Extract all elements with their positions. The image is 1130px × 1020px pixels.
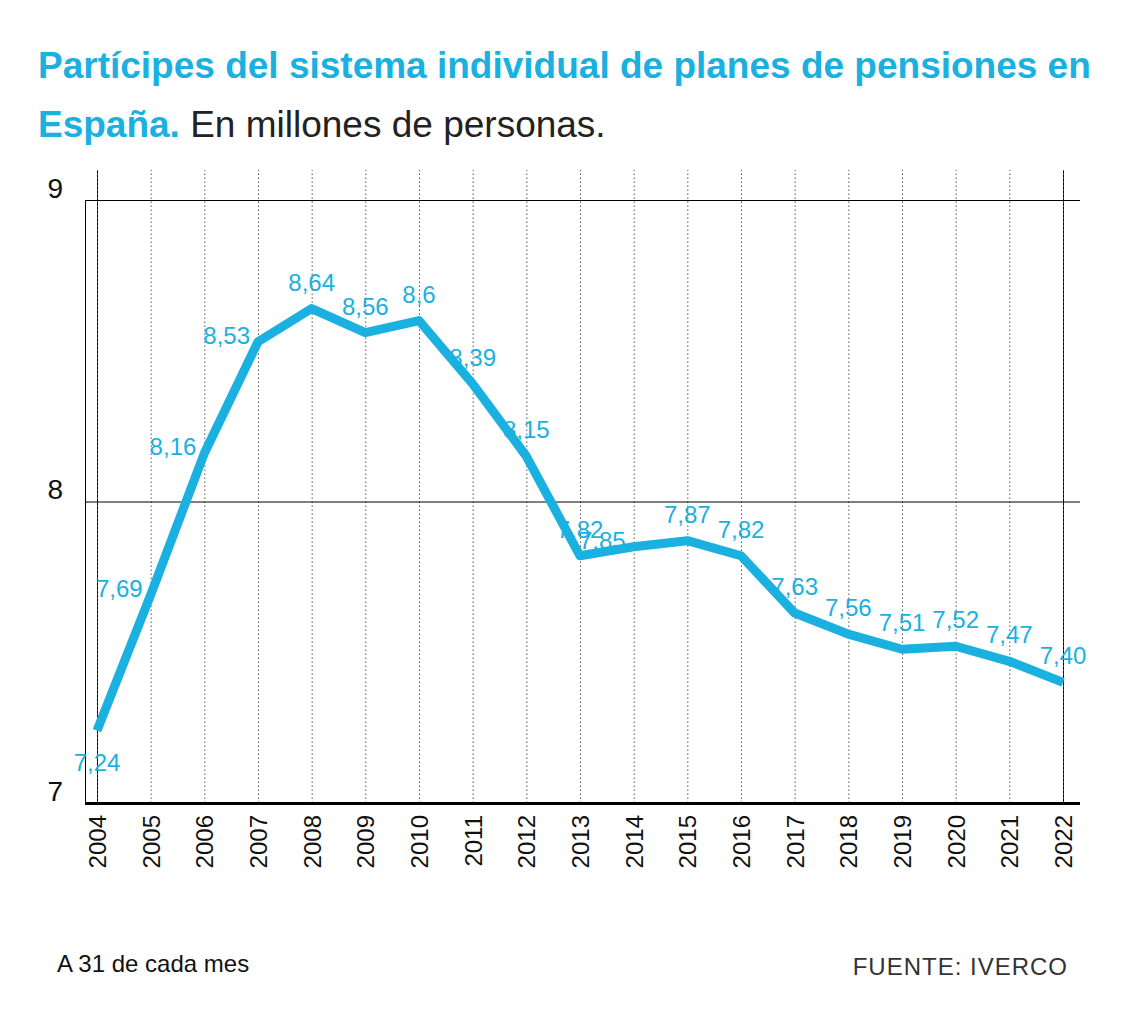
x-grid-line bbox=[473, 170, 474, 803]
x-grid-line bbox=[1063, 170, 1064, 803]
data-label: 7,24 bbox=[74, 749, 121, 776]
y-axis: 7 8 9 bbox=[47, 173, 1080, 807]
x-tick: 2018 bbox=[835, 170, 862, 868]
y-tick: 9 bbox=[47, 173, 1080, 204]
data-label: 8,6 bbox=[402, 281, 435, 308]
note: A 31 de cada mes bbox=[57, 950, 249, 977]
x-tick-label: 2018 bbox=[835, 815, 862, 868]
data-line bbox=[97, 309, 1063, 731]
x-grid-line bbox=[956, 170, 957, 803]
x-tick-label: 2016 bbox=[728, 815, 755, 868]
x-grid-line bbox=[795, 170, 796, 803]
data-label: 7,87 bbox=[664, 501, 711, 528]
x-tick-label: 2011 bbox=[460, 815, 487, 867]
x-tick-label: 2022 bbox=[1050, 815, 1077, 868]
x-tick: 2021 bbox=[996, 170, 1023, 868]
x-grid-line bbox=[1009, 170, 1010, 803]
x-tick-label: 2019 bbox=[889, 815, 916, 868]
x-grid-line bbox=[151, 170, 152, 803]
source: FUENTE: IVERCO bbox=[853, 953, 1068, 980]
data-label: 7,51 bbox=[879, 609, 926, 636]
data-label: 7,56 bbox=[825, 594, 872, 621]
y-grid-line bbox=[85, 502, 1080, 503]
x-tick: 2006 bbox=[191, 170, 218, 868]
data-label: 8,56 bbox=[342, 293, 389, 320]
x-grid-line bbox=[97, 170, 98, 803]
x-tick: 2010 bbox=[406, 170, 433, 868]
x-tick: 2007 bbox=[245, 170, 272, 868]
data-label: 7,63 bbox=[771, 573, 818, 600]
x-axis-line bbox=[98, 170, 1064, 804]
x-tick-label: 2006 bbox=[191, 815, 218, 868]
header: Partícipes del sistema individual de pla… bbox=[38, 36, 1113, 154]
x-grid-line bbox=[848, 170, 849, 803]
x-tick-label: 2021 bbox=[996, 815, 1023, 868]
data-label: 8,16 bbox=[150, 433, 197, 460]
y-grid-line bbox=[85, 802, 1080, 805]
x-grid-line bbox=[902, 170, 903, 803]
y-tick-label: 8 bbox=[47, 474, 63, 505]
data-label: 8,39 bbox=[449, 344, 496, 371]
x-tick-label: 2015 bbox=[674, 815, 701, 868]
x-tick-label: 2007 bbox=[245, 815, 272, 868]
y-tick: 7 bbox=[47, 776, 1080, 807]
x-grid-line bbox=[419, 170, 420, 803]
x-tick: 2009 bbox=[352, 170, 379, 868]
y-tick-label: 9 bbox=[47, 173, 63, 204]
data-label: 8,64 bbox=[288, 269, 335, 296]
x-tick: 2019 bbox=[889, 170, 916, 868]
x-tick-label: 2009 bbox=[352, 815, 379, 868]
x-tick: 2011 bbox=[460, 170, 487, 867]
data-label: 7,85 bbox=[579, 527, 626, 554]
y-grid-line bbox=[85, 200, 1080, 201]
y-tick-label: 7 bbox=[47, 776, 63, 807]
x-tick: 2017 bbox=[782, 170, 809, 868]
x-tick-label: 2012 bbox=[513, 815, 540, 868]
x-grid-line bbox=[526, 170, 527, 803]
x-grid-line bbox=[580, 170, 581, 803]
x-grid-line bbox=[204, 170, 205, 803]
x-tick: 2005 bbox=[138, 170, 165, 868]
data-label: 7,69 bbox=[96, 575, 143, 602]
x-grid-line bbox=[741, 170, 742, 803]
x-tick-label: 2017 bbox=[782, 815, 809, 868]
x-tick: 2014 bbox=[621, 170, 648, 868]
data-labels: 7,24 7,69 8,16 8,53 8,64 8,56 8,6 8,39 8,15 7,82 7… bbox=[74, 269, 1087, 776]
x-tick-label: 2008 bbox=[299, 815, 326, 868]
data-label: 7,40 bbox=[1040, 642, 1087, 669]
y-axis-line bbox=[86, 201, 1081, 804]
x-grid-line bbox=[687, 170, 688, 803]
x-grid-line bbox=[365, 170, 366, 803]
data-label: 7,82 bbox=[718, 516, 765, 543]
data-label: 8,15 bbox=[503, 416, 550, 443]
x-tick-label: 2010 bbox=[406, 815, 433, 868]
plot-area bbox=[97, 309, 1063, 731]
data-label: 8,53 bbox=[203, 322, 250, 349]
x-axis: 2004 2005 2006 2007 2008 2009 2010 2011 2012 2013… bbox=[84, 170, 1077, 868]
x-grid-line bbox=[312, 170, 313, 803]
chart: 2004 2005 2006 2007 2008 2009 2010 2011 2012 2013… bbox=[0, 0, 1130, 1020]
x-tick-label: 2005 bbox=[138, 815, 165, 868]
x-grid-line bbox=[258, 170, 259, 803]
x-tick: 2012 bbox=[513, 170, 540, 868]
x-tick-label: 2014 bbox=[621, 815, 648, 868]
y-tick: 8 bbox=[47, 474, 1080, 505]
x-tick-label: 2004 bbox=[84, 815, 111, 868]
data-label: 7,47 bbox=[986, 621, 1033, 648]
subtitle: En millones de personas. bbox=[190, 104, 605, 145]
x-grid-line bbox=[634, 170, 635, 803]
x-tick-label: 2013 bbox=[567, 815, 594, 868]
data-label: 7,52 bbox=[932, 606, 979, 633]
x-tick-label: 2020 bbox=[943, 815, 970, 868]
x-tick: 2020 bbox=[943, 170, 970, 868]
x-tick: 2022 bbox=[1050, 170, 1077, 868]
